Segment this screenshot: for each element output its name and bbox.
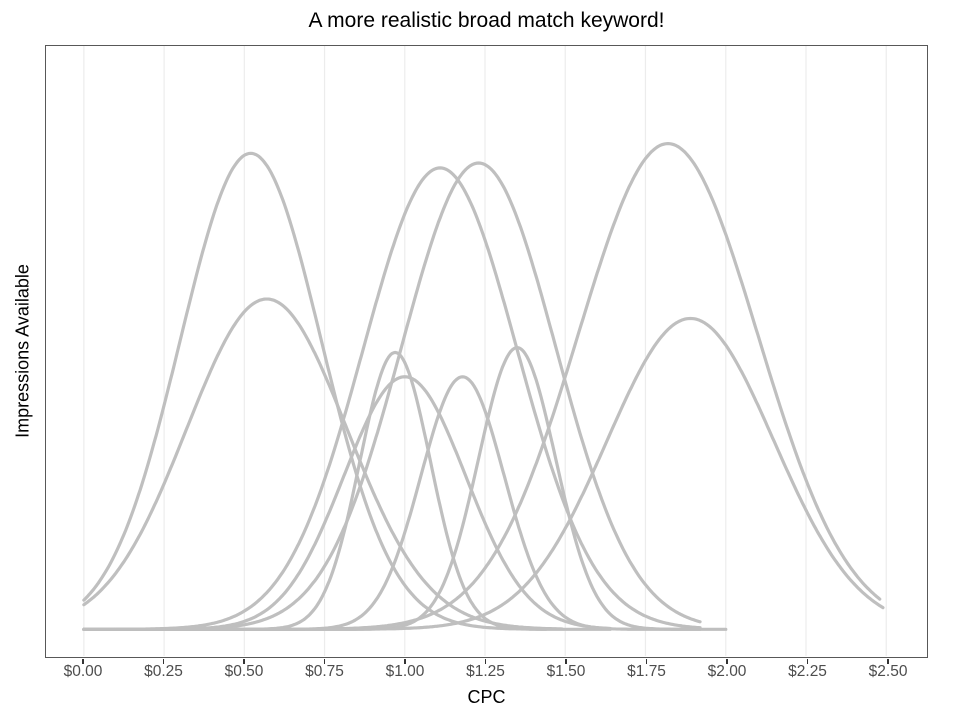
distribution-curve-6-small-1.18 — [82, 375, 702, 631]
x-tick-mark — [243, 659, 245, 664]
x-tick-label: $2.25 — [788, 663, 827, 680]
x-tick-mark — [726, 659, 728, 664]
distribution-curve-2-medium-left — [82, 297, 564, 631]
x-tick-label: $0.75 — [305, 663, 344, 680]
x-tick-mark — [162, 659, 165, 664]
x-tick-mark — [565, 659, 567, 664]
x-tick-mark — [887, 659, 889, 664]
plot-canvas — [82, 46, 887, 656]
x-tick-mark — [404, 659, 406, 664]
x-tick-mark — [806, 659, 809, 664]
distribution-curve-10-medium-right — [82, 316, 885, 631]
distribution-curve-5-tall-center-1 — [82, 166, 702, 631]
distribution-curve-3-small-0.97 — [82, 350, 612, 631]
x-tick-label: $0.50 — [224, 663, 264, 680]
x-tick-label: $0.00 — [63, 663, 103, 680]
x-tick-label: $1.25 — [466, 663, 505, 680]
x-tick-label: $2.50 — [868, 663, 908, 680]
x-tick-mark — [82, 659, 84, 664]
y-axis-label: Impressions Available — [12, 264, 33, 438]
x-tick-mark — [645, 659, 648, 664]
x-tick-mark — [484, 659, 487, 664]
x-axis-label: CPC — [467, 687, 506, 707]
x-tick-label: $1.50 — [546, 663, 586, 680]
plot-panel — [45, 45, 928, 658]
chart-title: A more realistic broad match keyword! — [308, 9, 665, 32]
x-tick-label: $0.25 — [144, 663, 183, 680]
x-tick-label: $1.00 — [385, 663, 425, 680]
distribution-curve-7-tall-center-2 — [82, 161, 702, 631]
distribution-curve-1-tall-left — [82, 151, 548, 631]
x-tick-mark — [323, 659, 326, 664]
x-tick-label: $2.00 — [707, 663, 747, 680]
x-tick-label: $1.75 — [627, 663, 666, 680]
